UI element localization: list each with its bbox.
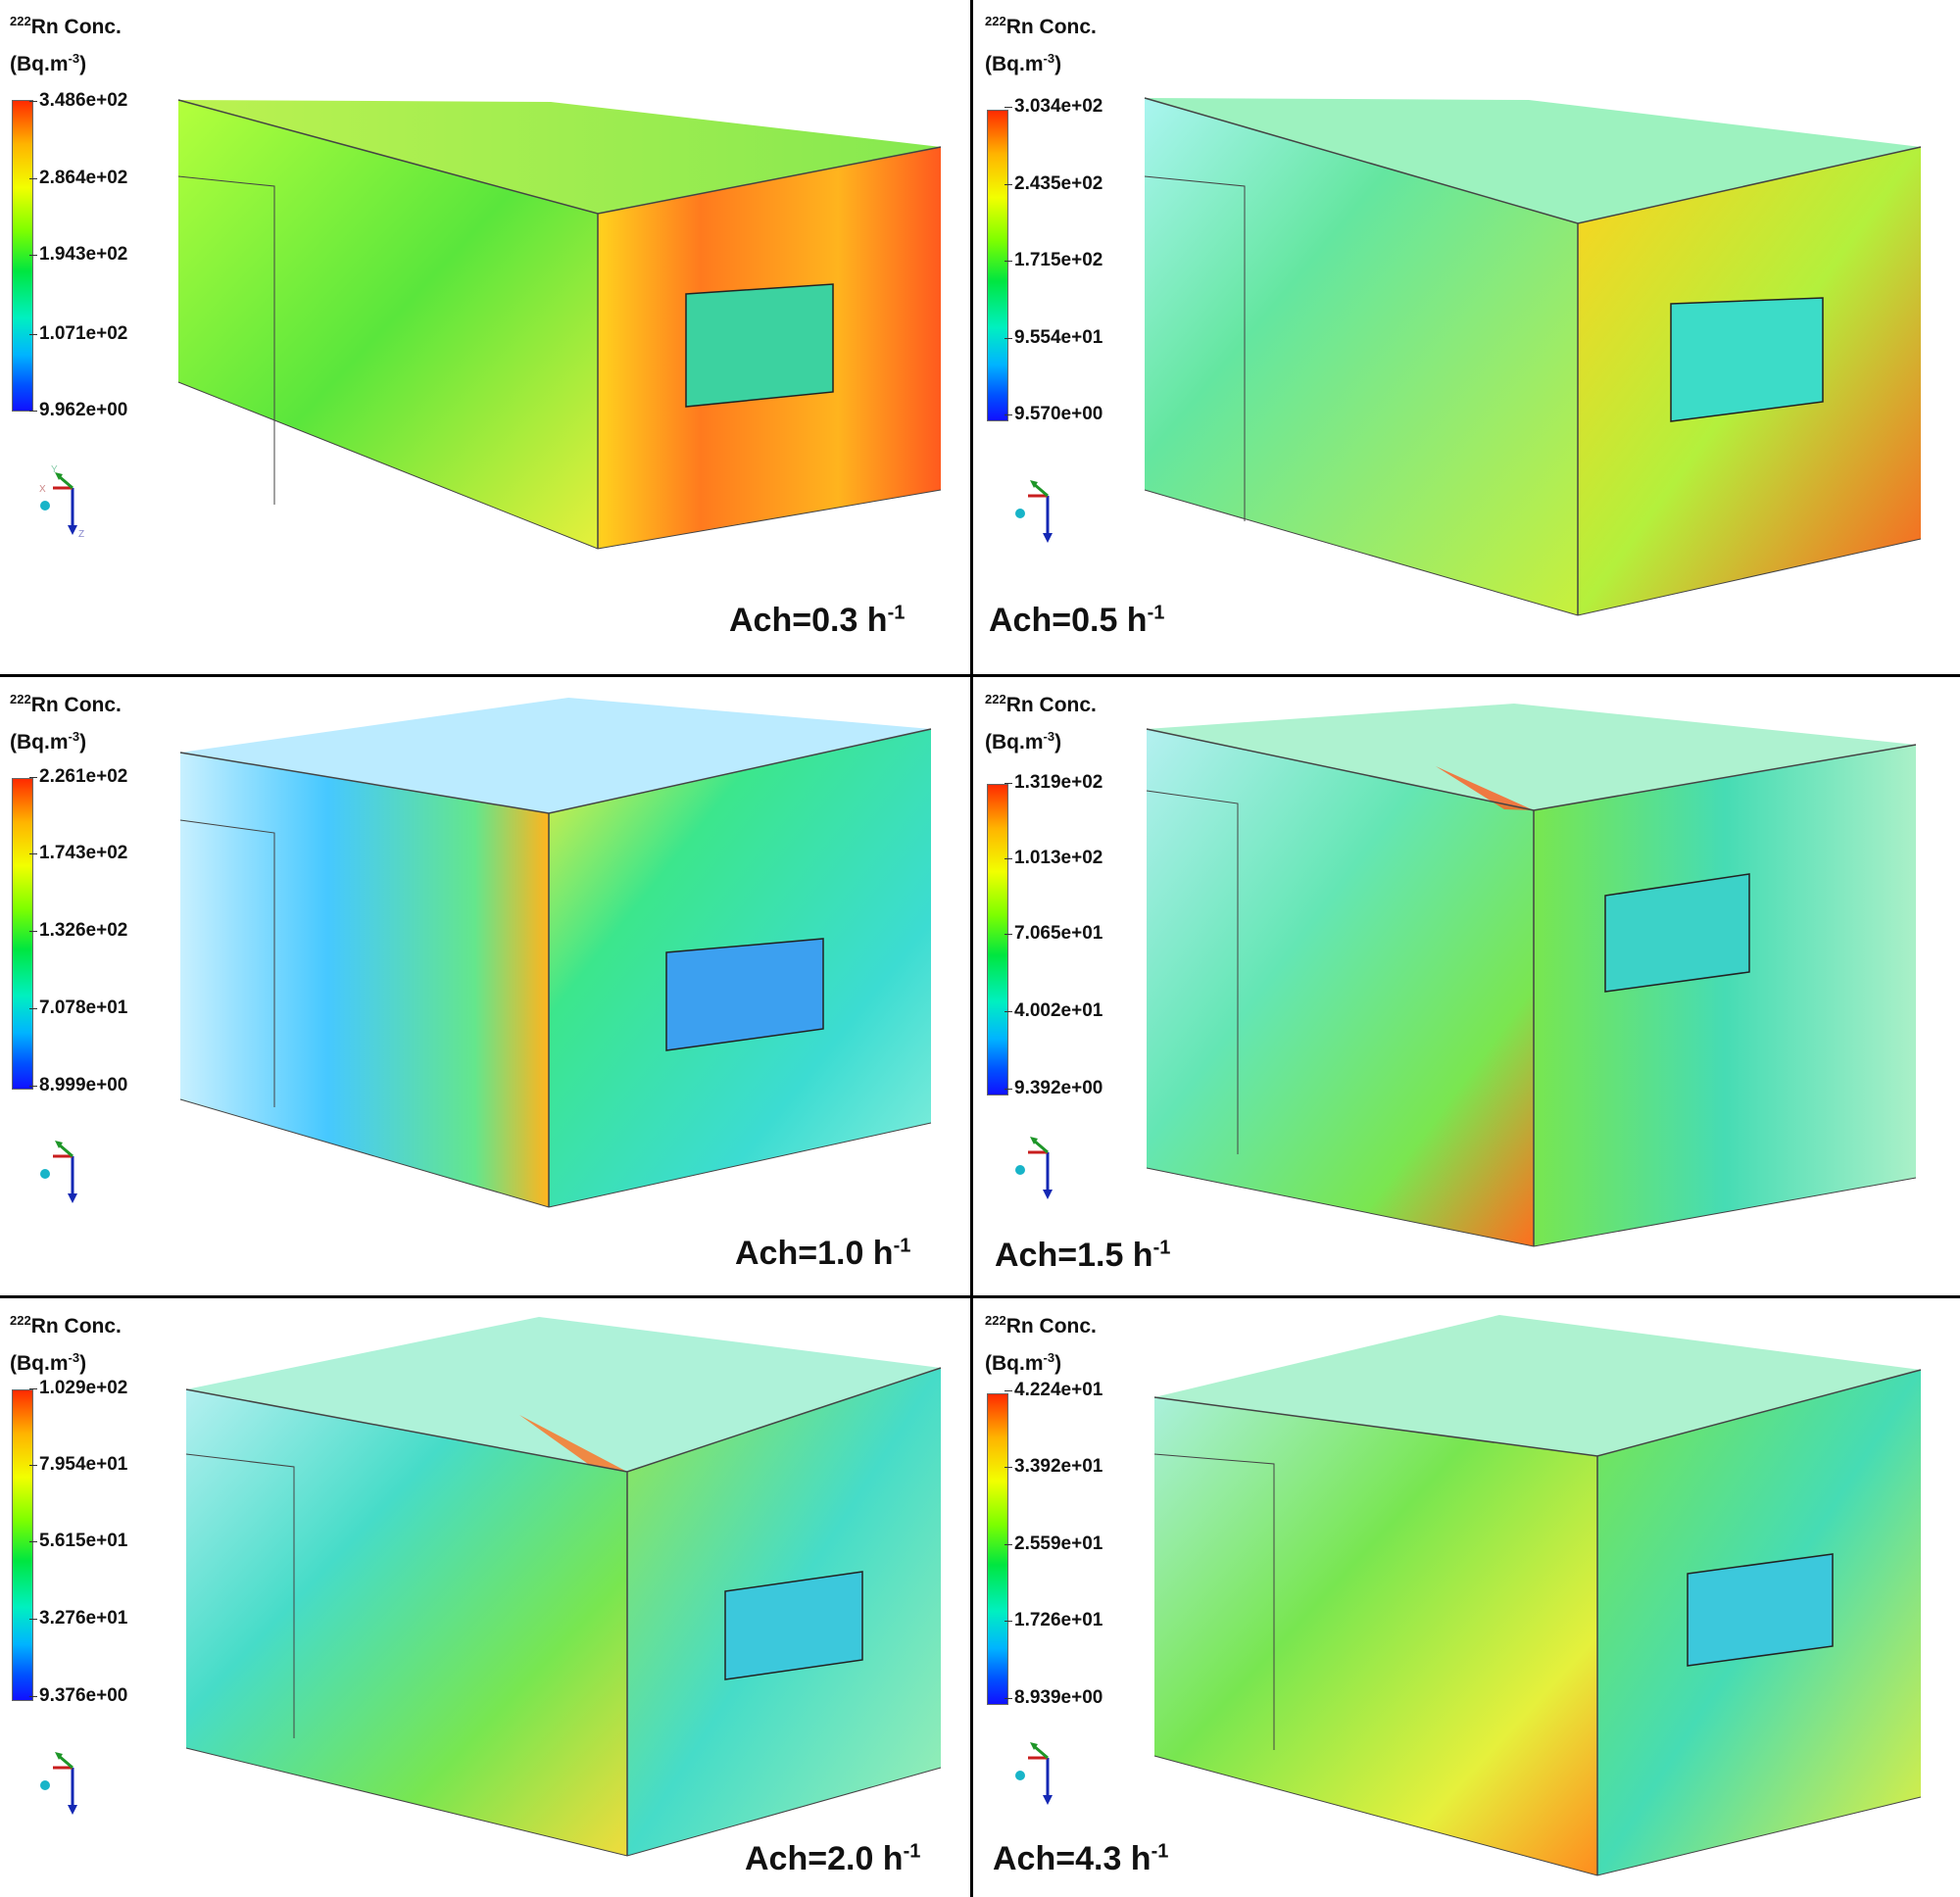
panel-ach-2-0: 222Rn Conc. (Bq.m-3) 1.029e+02 7.954e+01… bbox=[0, 1299, 970, 1897]
svg-text:X: X bbox=[39, 484, 46, 495]
colorbar-tick: 1.071e+02 bbox=[28, 323, 128, 344]
colorbar-tick: 1.013e+02 bbox=[1004, 848, 1103, 868]
colorbar-tick: 7.078e+01 bbox=[28, 997, 128, 1018]
room-concentration-render bbox=[1144, 97, 1922, 616]
colorbar-tick: 4.224e+01 bbox=[1004, 1380, 1103, 1400]
colorbar-tick: 3.486e+02 bbox=[28, 90, 128, 111]
panel-ach-0-3: 222Rn Conc. (Bq.m-3) 3.486e+02 2.864e+02… bbox=[0, 0, 970, 674]
panel-ach-1-5: 222Rn Conc. (Bq.m-3) 1.319e+02 1.013e+02… bbox=[975, 678, 1960, 1295]
axes-triad-icon: YX Z bbox=[39, 464, 84, 539]
colorbar-tick: 9.962e+00 bbox=[28, 400, 128, 420]
ach-label: Ach=0.5 h-1 bbox=[989, 602, 1165, 639]
colorbar-tick: 1.319e+02 bbox=[1004, 772, 1103, 793]
colorbar-tick: 7.065e+01 bbox=[1004, 923, 1103, 944]
colorbar-tick: 3.034e+02 bbox=[1004, 96, 1103, 117]
ach-label: Ach=4.3 h-1 bbox=[993, 1840, 1169, 1877]
colorbar-title: 222Rn Conc. (Bq.m-3) bbox=[985, 14, 1097, 75]
room-concentration-render bbox=[179, 698, 932, 1208]
colorbar-tick: 9.570e+00 bbox=[1004, 404, 1103, 424]
colorbar-tick: 2.559e+01 bbox=[1004, 1533, 1103, 1554]
svg-text:Y: Y bbox=[51, 464, 58, 475]
colorbar-tick: 9.392e+00 bbox=[1004, 1078, 1103, 1098]
axes-triad-icon bbox=[40, 1752, 77, 1815]
panel-ach-0-5: 222Rn Conc. (Bq.m-3) 3.034e+02 2.435e+02… bbox=[975, 0, 1960, 674]
colorbar-tick: 9.376e+00 bbox=[28, 1685, 128, 1706]
colorbar-title: 222Rn Conc. (Bq.m-3) bbox=[10, 14, 122, 75]
colorbar-tick: 1.029e+02 bbox=[28, 1378, 128, 1398]
horizontal-divider-top bbox=[0, 674, 1960, 677]
ach-label: Ach=1.0 h-1 bbox=[735, 1235, 911, 1272]
colorbar-title: 222Rn Conc. (Bq.m-3) bbox=[10, 1313, 122, 1375]
panel-ach-1-0: 222Rn Conc. (Bq.m-3) 2.261e+02 1.743e+02… bbox=[0, 678, 970, 1295]
colorbar bbox=[12, 778, 33, 1090]
colorbar bbox=[987, 110, 1008, 421]
horizontal-divider-bottom bbox=[0, 1295, 1960, 1298]
room-concentration-render bbox=[1146, 704, 1917, 1247]
colorbar bbox=[12, 100, 33, 412]
colorbar-tick: 1.326e+02 bbox=[28, 920, 128, 941]
axes-triad-icon bbox=[1015, 1742, 1053, 1805]
axes-triad-icon bbox=[1015, 1137, 1053, 1199]
axes-triad-icon bbox=[1015, 480, 1053, 543]
colorbar-tick: 2.261e+02 bbox=[28, 766, 128, 787]
colorbar-tick: 1.943e+02 bbox=[28, 244, 128, 265]
colorbar bbox=[12, 1389, 33, 1701]
colorbar-tick: 7.954e+01 bbox=[28, 1454, 128, 1475]
colorbar-tick: 1.743e+02 bbox=[28, 843, 128, 863]
colorbar-tick: 2.864e+02 bbox=[28, 168, 128, 188]
colorbar-tick: 3.392e+01 bbox=[1004, 1456, 1103, 1477]
ach-label: Ach=2.0 h-1 bbox=[745, 1840, 921, 1877]
panel-ach-4-3: 222Rn Conc. (Bq.m-3) 4.224e+01 3.392e+01… bbox=[975, 1299, 1960, 1897]
colorbar-tick: 5.615e+01 bbox=[28, 1531, 128, 1551]
room-concentration-render bbox=[177, 99, 942, 550]
colorbar-title: 222Rn Conc. (Bq.m-3) bbox=[10, 692, 122, 754]
colorbar-tick: 4.002e+01 bbox=[1004, 1000, 1103, 1021]
colorbar-tick: 8.939e+00 bbox=[1004, 1687, 1103, 1708]
colorbar-tick: 3.276e+01 bbox=[28, 1608, 128, 1629]
colorbar-title: 222Rn Conc. (Bq.m-3) bbox=[985, 1313, 1097, 1375]
colorbar bbox=[987, 784, 1008, 1095]
vertical-divider bbox=[970, 0, 973, 1897]
axes-triad-icon bbox=[40, 1141, 77, 1203]
svg-text:Z: Z bbox=[78, 529, 84, 539]
colorbar-title: 222Rn Conc. (Bq.m-3) bbox=[985, 692, 1097, 754]
colorbar-tick: 9.554e+01 bbox=[1004, 327, 1103, 348]
colorbar bbox=[987, 1393, 1008, 1705]
colorbar-tick: 8.999e+00 bbox=[28, 1075, 128, 1095]
colorbar-tick: 1.726e+01 bbox=[1004, 1610, 1103, 1630]
room-concentration-render bbox=[185, 1317, 942, 1857]
ach-label: Ach=1.5 h-1 bbox=[995, 1237, 1171, 1274]
room-concentration-render bbox=[1153, 1315, 1922, 1876]
colorbar-tick: 2.435e+02 bbox=[1004, 173, 1103, 194]
colorbar-tick: 1.715e+02 bbox=[1004, 250, 1103, 270]
ach-label: Ach=0.3 h-1 bbox=[729, 602, 906, 639]
